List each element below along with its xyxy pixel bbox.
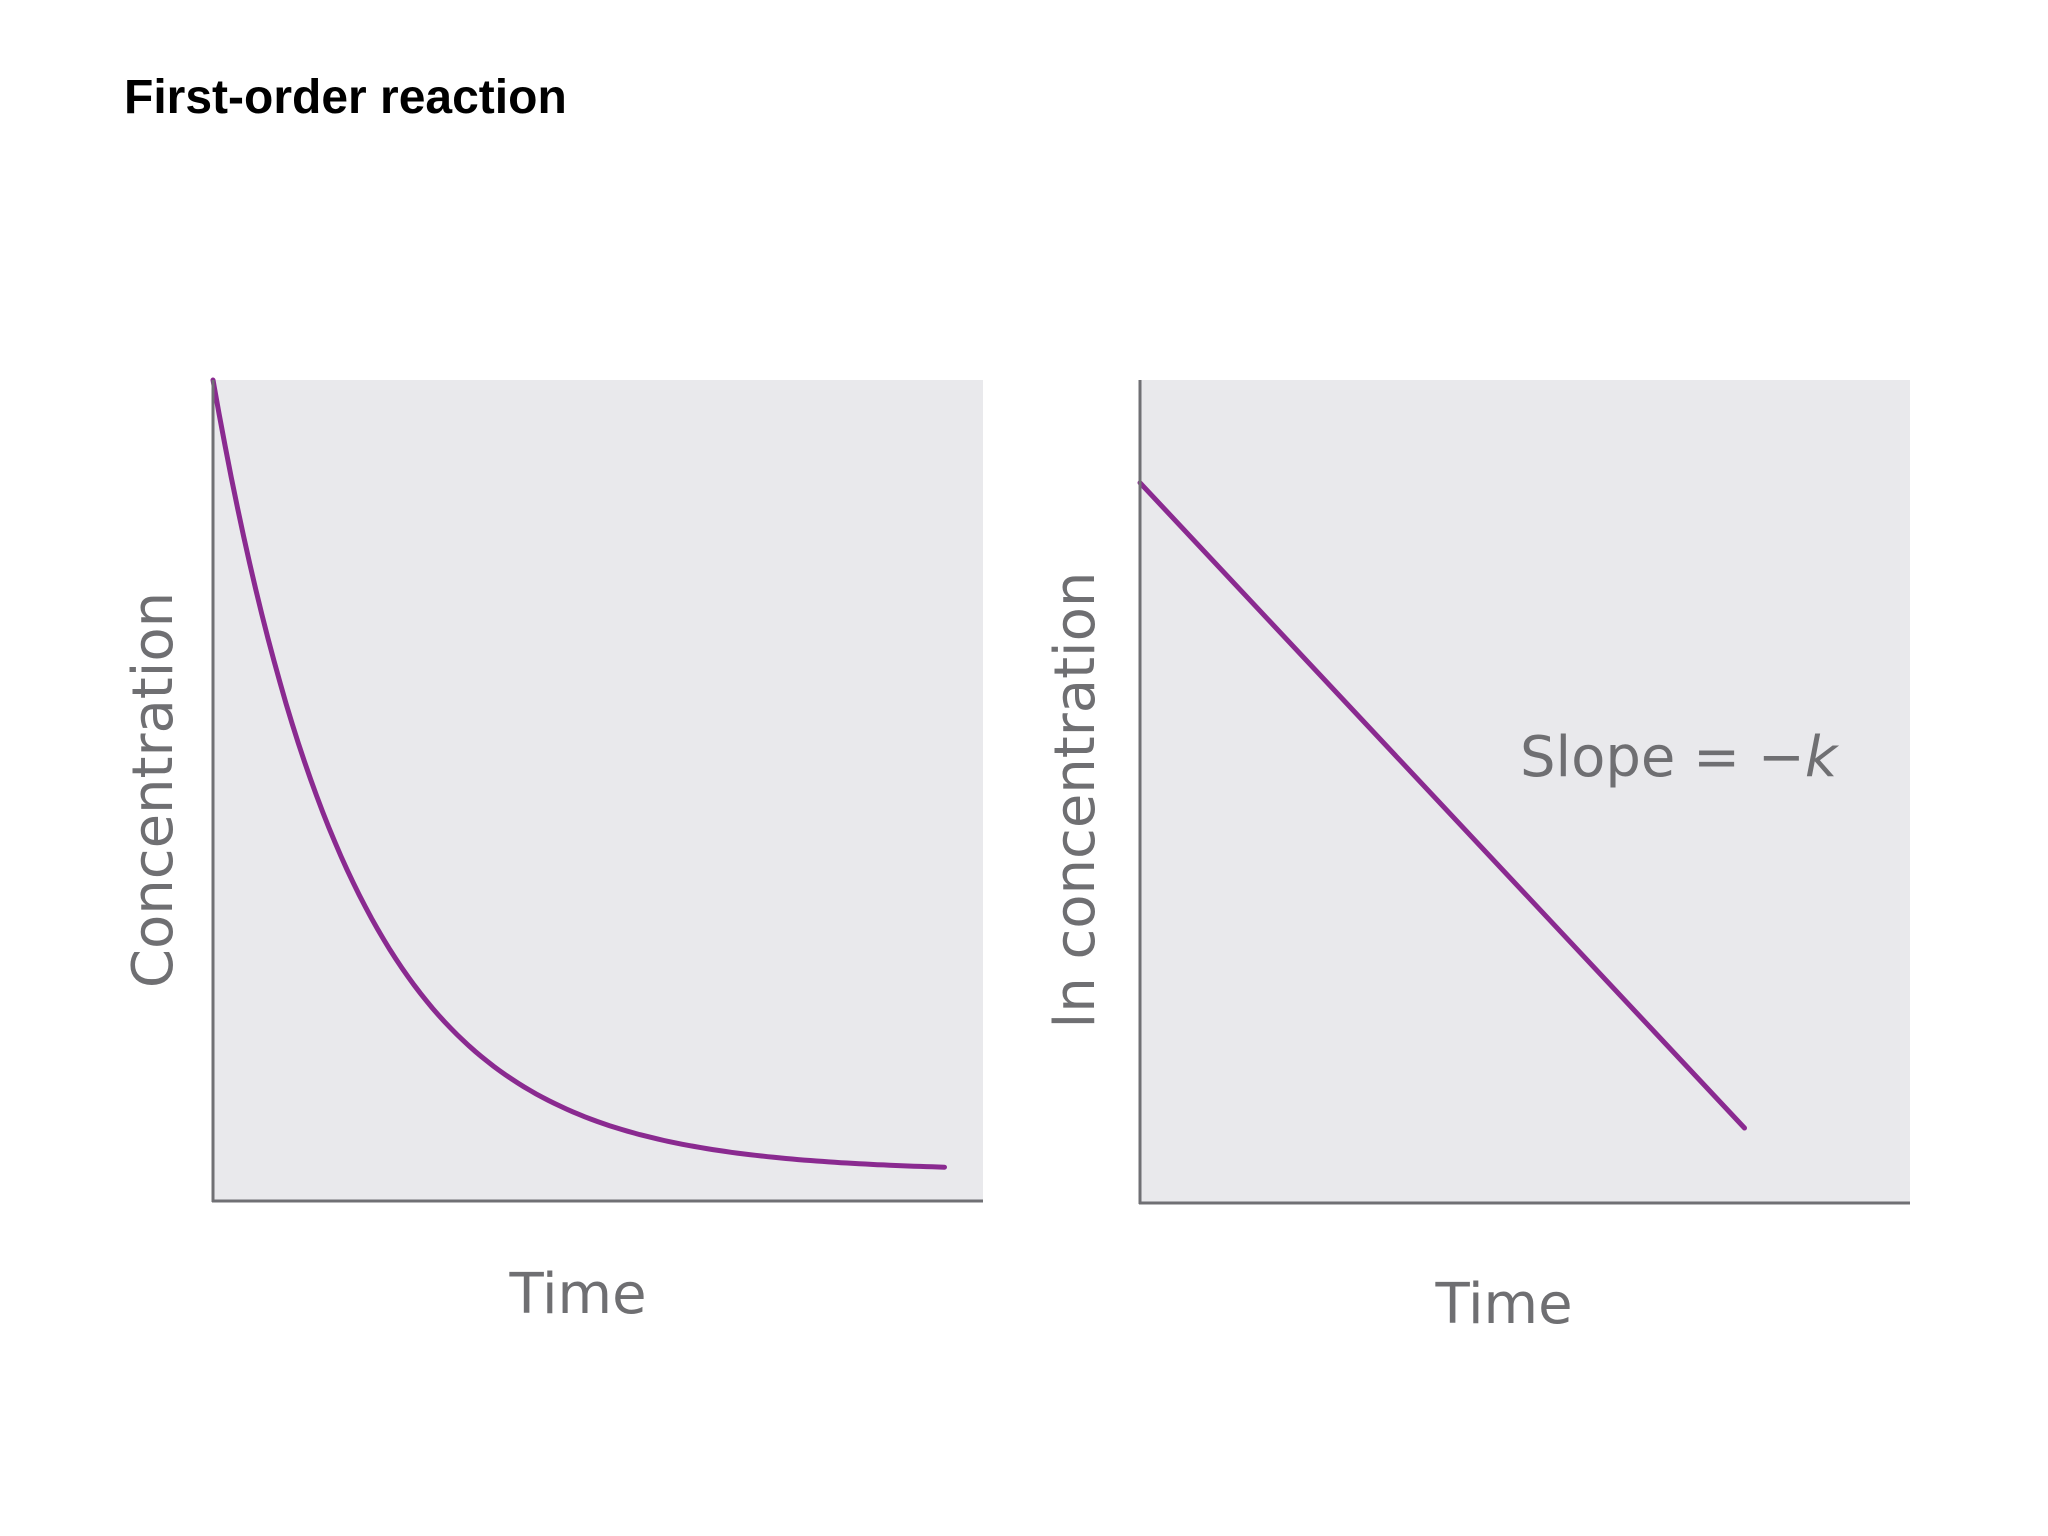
right-ln-line (1137, 480, 1747, 1131)
left-plot-area (213, 380, 983, 1200)
page-title: First-order reaction (124, 71, 567, 124)
left-y-axis-label: Concentration (121, 592, 186, 988)
right-chart: Time ln concentration Slope = −k (1043, 380, 1910, 1337)
left-decay-curve (210, 377, 947, 1170)
left-x-axis-label: Time (508, 1262, 646, 1327)
right-plot-area (1140, 380, 1910, 1202)
left-chart: Time Concentration (121, 377, 983, 1327)
right-y-axis-label: ln concentration (1043, 572, 1108, 1029)
right-x-axis-label: Time (1434, 1272, 1572, 1337)
slope-annotation-variable: k (1805, 725, 1840, 790)
slope-annotation: Slope = −k (1520, 725, 1840, 790)
slope-annotation-main: Slope = − (1520, 725, 1805, 790)
